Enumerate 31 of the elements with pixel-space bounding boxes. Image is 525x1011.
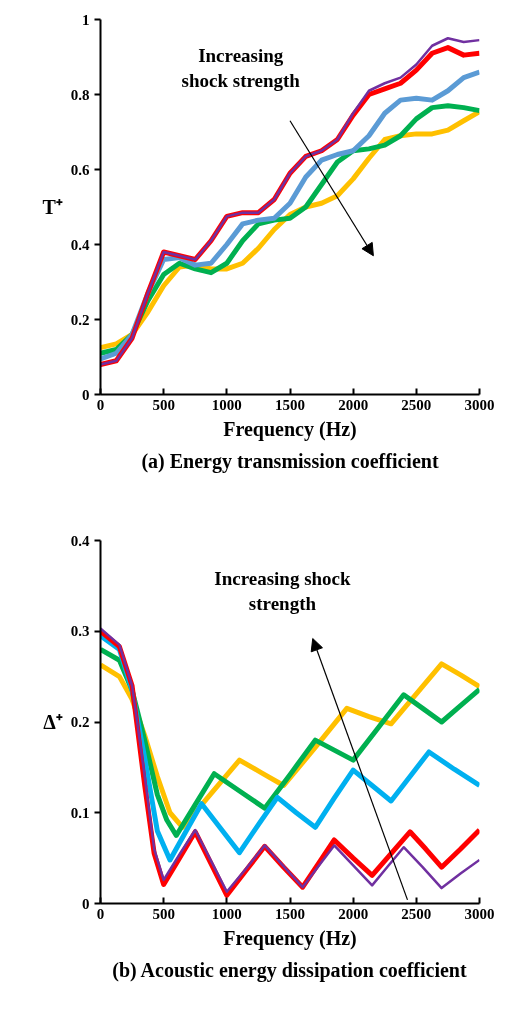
x-tick-label: 500 <box>152 396 175 413</box>
x-tick-label: 3000 <box>464 396 495 413</box>
x-tick-label: 3000 <box>464 905 495 922</box>
x-tick-label: 1500 <box>275 905 305 922</box>
y-tick-label: 0.4 <box>70 236 90 253</box>
x-tick-label: 2000 <box>338 905 369 922</box>
x-tick-label: 500 <box>152 905 175 922</box>
x-axis-title: Frequency (Hz) <box>223 417 357 441</box>
y-tick-label: 0.8 <box>70 86 90 103</box>
x-tick-label: 2500 <box>401 905 432 922</box>
x-tick-label: 0 <box>96 396 105 413</box>
y-tick-label: 1 <box>82 11 90 28</box>
annotation: Increasing shock strength <box>214 568 352 615</box>
x-tick-label: 1500 <box>275 396 305 413</box>
y-tick-label: 0.2 <box>70 714 90 730</box>
y-tick-label: 0.3 <box>70 623 90 640</box>
y-tick-label: 0.1 <box>70 804 90 821</box>
x-tick-label: 1000 <box>211 396 242 413</box>
text: (a) Energy transmission coefficient <box>141 449 439 473</box>
y-tick-label: 0.4 <box>70 532 90 549</box>
y-tick-label: 0.6 <box>70 161 90 178</box>
x-tick-label: 0 <box>96 905 105 922</box>
y-tick-label: 0.2 <box>70 311 90 328</box>
annotation: Increasing shock strength <box>181 45 301 92</box>
y-axis-title: T⁺ <box>42 196 63 218</box>
x-tick-label: 1000 <box>211 905 242 922</box>
y-axis-title: Δ⁺ <box>43 711 63 733</box>
x-axis-title: Frequency (Hz) <box>223 926 357 950</box>
x-tick-label: 2000 <box>338 396 369 413</box>
x-tick-label: 2500 <box>401 396 432 413</box>
text: (b) Acoustic energy dissipation coefficient <box>112 958 467 982</box>
